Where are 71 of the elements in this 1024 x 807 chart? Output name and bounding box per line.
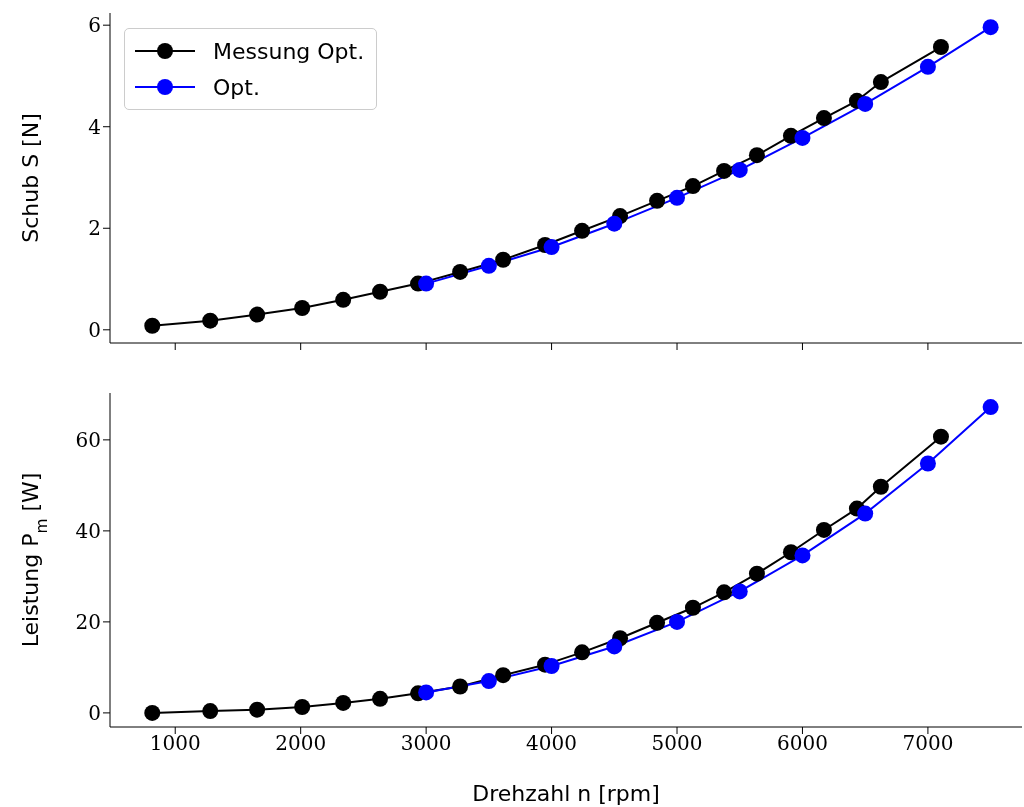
point xyxy=(932,428,949,445)
point xyxy=(480,257,497,274)
point xyxy=(649,614,666,631)
point xyxy=(294,299,311,316)
point xyxy=(716,162,733,179)
point xyxy=(372,690,389,707)
y-tick-label: 0 xyxy=(88,317,101,342)
point xyxy=(669,613,686,630)
point xyxy=(716,584,733,601)
x-tick-label: 4000 xyxy=(526,731,578,756)
point xyxy=(731,161,748,178)
point xyxy=(932,39,949,56)
point xyxy=(815,521,832,538)
point xyxy=(372,283,389,300)
point xyxy=(684,599,701,616)
point xyxy=(872,478,889,495)
point xyxy=(982,19,999,36)
x-axis-title: Drehzahl n [rpm] xyxy=(472,781,660,806)
point xyxy=(606,638,623,655)
point xyxy=(335,694,352,711)
point xyxy=(452,678,469,695)
x-tick-label: 2000 xyxy=(275,731,327,756)
point xyxy=(144,704,161,721)
point xyxy=(919,58,936,75)
legend-label: Opt. xyxy=(213,74,260,100)
point xyxy=(794,547,811,564)
y-tick-label: 2 xyxy=(88,216,101,241)
y-tick-label: 0 xyxy=(88,700,101,725)
y-tick-label: 6 xyxy=(88,13,101,38)
point xyxy=(418,275,435,292)
y-tick-label: 20 xyxy=(75,609,101,634)
point xyxy=(249,306,266,323)
point xyxy=(794,129,811,146)
point xyxy=(731,583,748,600)
point xyxy=(495,251,512,268)
y-tick-label: 40 xyxy=(75,518,101,543)
point xyxy=(249,701,266,718)
point xyxy=(495,667,512,684)
point xyxy=(418,684,435,701)
y-tick-label: 4 xyxy=(88,114,101,139)
point xyxy=(748,147,765,164)
x-tick-label: 3000 xyxy=(400,731,452,756)
point xyxy=(684,178,701,195)
point xyxy=(815,110,832,127)
point xyxy=(606,215,623,232)
y-tick-label: 60 xyxy=(75,427,101,452)
point xyxy=(452,263,469,280)
point xyxy=(857,95,874,112)
y-axis-title: Schub S [N] xyxy=(18,113,43,243)
point xyxy=(543,239,560,256)
point xyxy=(982,399,999,416)
point xyxy=(202,703,219,720)
point xyxy=(574,222,591,239)
point xyxy=(543,658,560,675)
x-tick-label: 6000 xyxy=(777,731,828,756)
point xyxy=(144,317,161,334)
point xyxy=(574,644,591,661)
point xyxy=(480,673,497,690)
x-tick-label: 1000 xyxy=(149,731,201,756)
point xyxy=(857,505,874,522)
point xyxy=(919,455,936,472)
x-tick-label: 7000 xyxy=(902,731,954,756)
x-tick-label: 5000 xyxy=(651,731,703,756)
point xyxy=(649,192,666,209)
point xyxy=(669,189,686,206)
point xyxy=(335,291,352,308)
point xyxy=(294,698,311,715)
legend-label: Messung Opt. xyxy=(213,38,365,64)
point xyxy=(872,74,889,91)
point xyxy=(748,565,765,582)
point xyxy=(202,312,219,329)
